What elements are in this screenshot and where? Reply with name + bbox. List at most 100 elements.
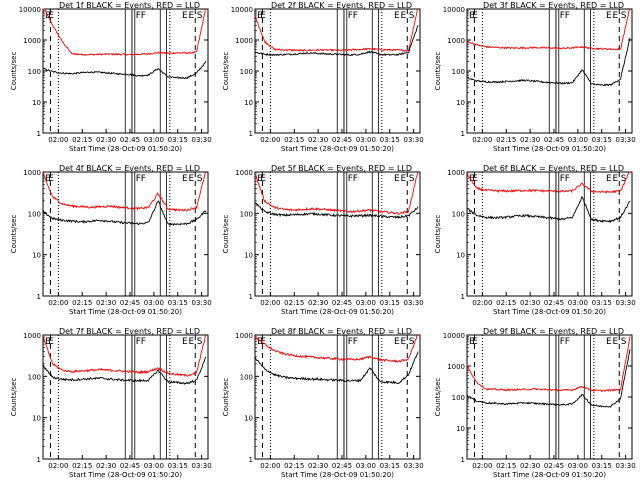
x-tick-label: 02:30 [96, 136, 116, 144]
y-tick-label: 10000 [231, 6, 253, 14]
flag-letter: E [472, 174, 478, 184]
flag-letter: E [182, 337, 188, 347]
y-tick-label: 10000 [443, 332, 465, 340]
lld-series-line [42, 334, 207, 378]
flag-letter: F [141, 174, 146, 184]
flag-letter: E [469, 174, 475, 184]
flag-letter: E [45, 174, 51, 184]
panel-title: Det 5f BLACK = Events, RED = LLD [271, 164, 412, 173]
x-tick-label: 02:00 [472, 462, 492, 470]
x-tick-label: 02:00 [48, 299, 68, 307]
panel-title: Det 3f BLACK = Events, RED = LLD [483, 1, 624, 10]
flag-letter: E [469, 337, 475, 347]
y-axis-label: Counts/sec [10, 215, 18, 254]
interval-box [336, 334, 345, 460]
flag-letter: E [613, 337, 619, 347]
x-tick-label: 02:30 [520, 299, 540, 307]
x-tick-label: 02:45 [332, 136, 352, 144]
x-tick-label: 03:30 [192, 136, 212, 144]
interval-box [343, 8, 348, 134]
events-series-line [254, 351, 419, 385]
flag-letter: E [613, 11, 619, 21]
flag-letter: F [565, 11, 570, 21]
x-tick-label: 03:30 [192, 299, 212, 307]
flag-letter: E [606, 11, 612, 21]
events-series-line [255, 25, 419, 57]
y-tick-label: 1000 [235, 332, 253, 340]
flag-letter: E [189, 174, 195, 184]
interval-box [371, 171, 380, 297]
interval-box [159, 171, 168, 297]
x-tick-label: 03:30 [616, 136, 636, 144]
x-tick-label: 02:15 [72, 136, 92, 144]
x-tick-label: 02:45 [544, 299, 564, 307]
detector-panel-9: Det 9f BLACK = Events, RED = LLD 1 10 100 10… [434, 327, 636, 479]
lld-series-line [254, 171, 419, 215]
x-tick-label: 02:45 [120, 462, 140, 470]
x-tick-label: 02:45 [332, 299, 352, 307]
y-axis-label: Counts/sec [10, 378, 18, 417]
x-tick-label: 02:45 [120, 299, 140, 307]
interval-box [159, 8, 168, 134]
x-tick-label: 02:45 [120, 136, 140, 144]
x-tick-label: 03:30 [404, 299, 424, 307]
detector-panel-2: Det 2f BLACK = Events, RED = LLD 1 10 100 10… [222, 1, 424, 153]
y-tick-label: 1 [461, 130, 465, 138]
x-tick-label: 02:00 [260, 462, 280, 470]
panel-title: Det 1f BLACK = Events, RED = LLD [59, 1, 200, 10]
detector-panel-5: Det 5f BLACK = Events, RED = LLD 1 10 100 10… [222, 164, 424, 316]
interval-box [131, 8, 136, 134]
interval-box [555, 334, 560, 460]
events-series-line [42, 200, 207, 227]
x-tick-label: 02:15 [284, 136, 304, 144]
flag-letter: F [348, 337, 353, 347]
y-axis-label: Counts/sec [222, 52, 230, 91]
x-axis-label: Start Time (28-Oct-09 01:50:20) [493, 308, 606, 316]
x-tick-label: 02:15 [72, 462, 92, 470]
y-tick-label: 100 [240, 373, 253, 381]
y-tick-label: 10 [456, 252, 465, 260]
x-tick-label: 03:00 [356, 299, 376, 307]
x-axis-label: Start Time (28-Oct-09 01:50:20) [281, 471, 394, 479]
events-series-line [466, 196, 631, 224]
x-tick-label: 03:15 [380, 299, 400, 307]
y-axis-label: Counts/sec [434, 378, 442, 417]
flag-letter: E [45, 337, 51, 347]
panel-title: Det 9f BLACK = Events, RED = LLD [483, 327, 624, 336]
flag-letter: E [401, 337, 407, 347]
flag-letter: S [197, 337, 203, 347]
x-tick-label: 03:00 [568, 462, 588, 470]
flag-letter: F [141, 337, 146, 347]
x-tick-label: 02:00 [472, 136, 492, 144]
flag-letter: S [197, 11, 203, 21]
y-axis-label: Counts/sec [222, 215, 230, 254]
y-tick-label: 10 [456, 425, 465, 433]
x-tick-label: 03:30 [192, 462, 212, 470]
x-tick-label: 03:15 [380, 136, 400, 144]
x-axis-label: Start Time (28-Oct-09 01:50:20) [281, 308, 394, 316]
flag-letter: E [257, 337, 263, 347]
detector-panel-6: Det 6f BLACK = Events, RED = LLD 1 10 100 10… [434, 164, 636, 316]
y-axis-label: Counts/sec [434, 52, 442, 91]
y-tick-label: 10 [32, 99, 41, 107]
flag-letter: S [621, 11, 627, 21]
lld-series-line [466, 8, 631, 51]
flag-letter: S [621, 174, 627, 184]
x-tick-label: 03:00 [144, 299, 164, 307]
interval-box [124, 171, 133, 297]
x-tick-label: 03:30 [616, 462, 636, 470]
x-tick-label: 03:30 [616, 299, 636, 307]
x-tick-label: 02:00 [260, 136, 280, 144]
y-tick-label: 100 [240, 210, 253, 218]
flag-letter: E [182, 11, 188, 21]
lld-series-line [254, 8, 419, 53]
y-tick-label: 100 [452, 210, 465, 218]
panel-title: Det 8f BLACK = Events, RED = LLD [271, 327, 412, 336]
interval-box [159, 334, 168, 460]
x-tick-label: 03:15 [592, 136, 612, 144]
y-tick-label: 1 [249, 456, 253, 464]
flag-letter: E [260, 337, 266, 347]
interval-box [336, 171, 345, 297]
x-tick-label: 02:30 [308, 136, 328, 144]
